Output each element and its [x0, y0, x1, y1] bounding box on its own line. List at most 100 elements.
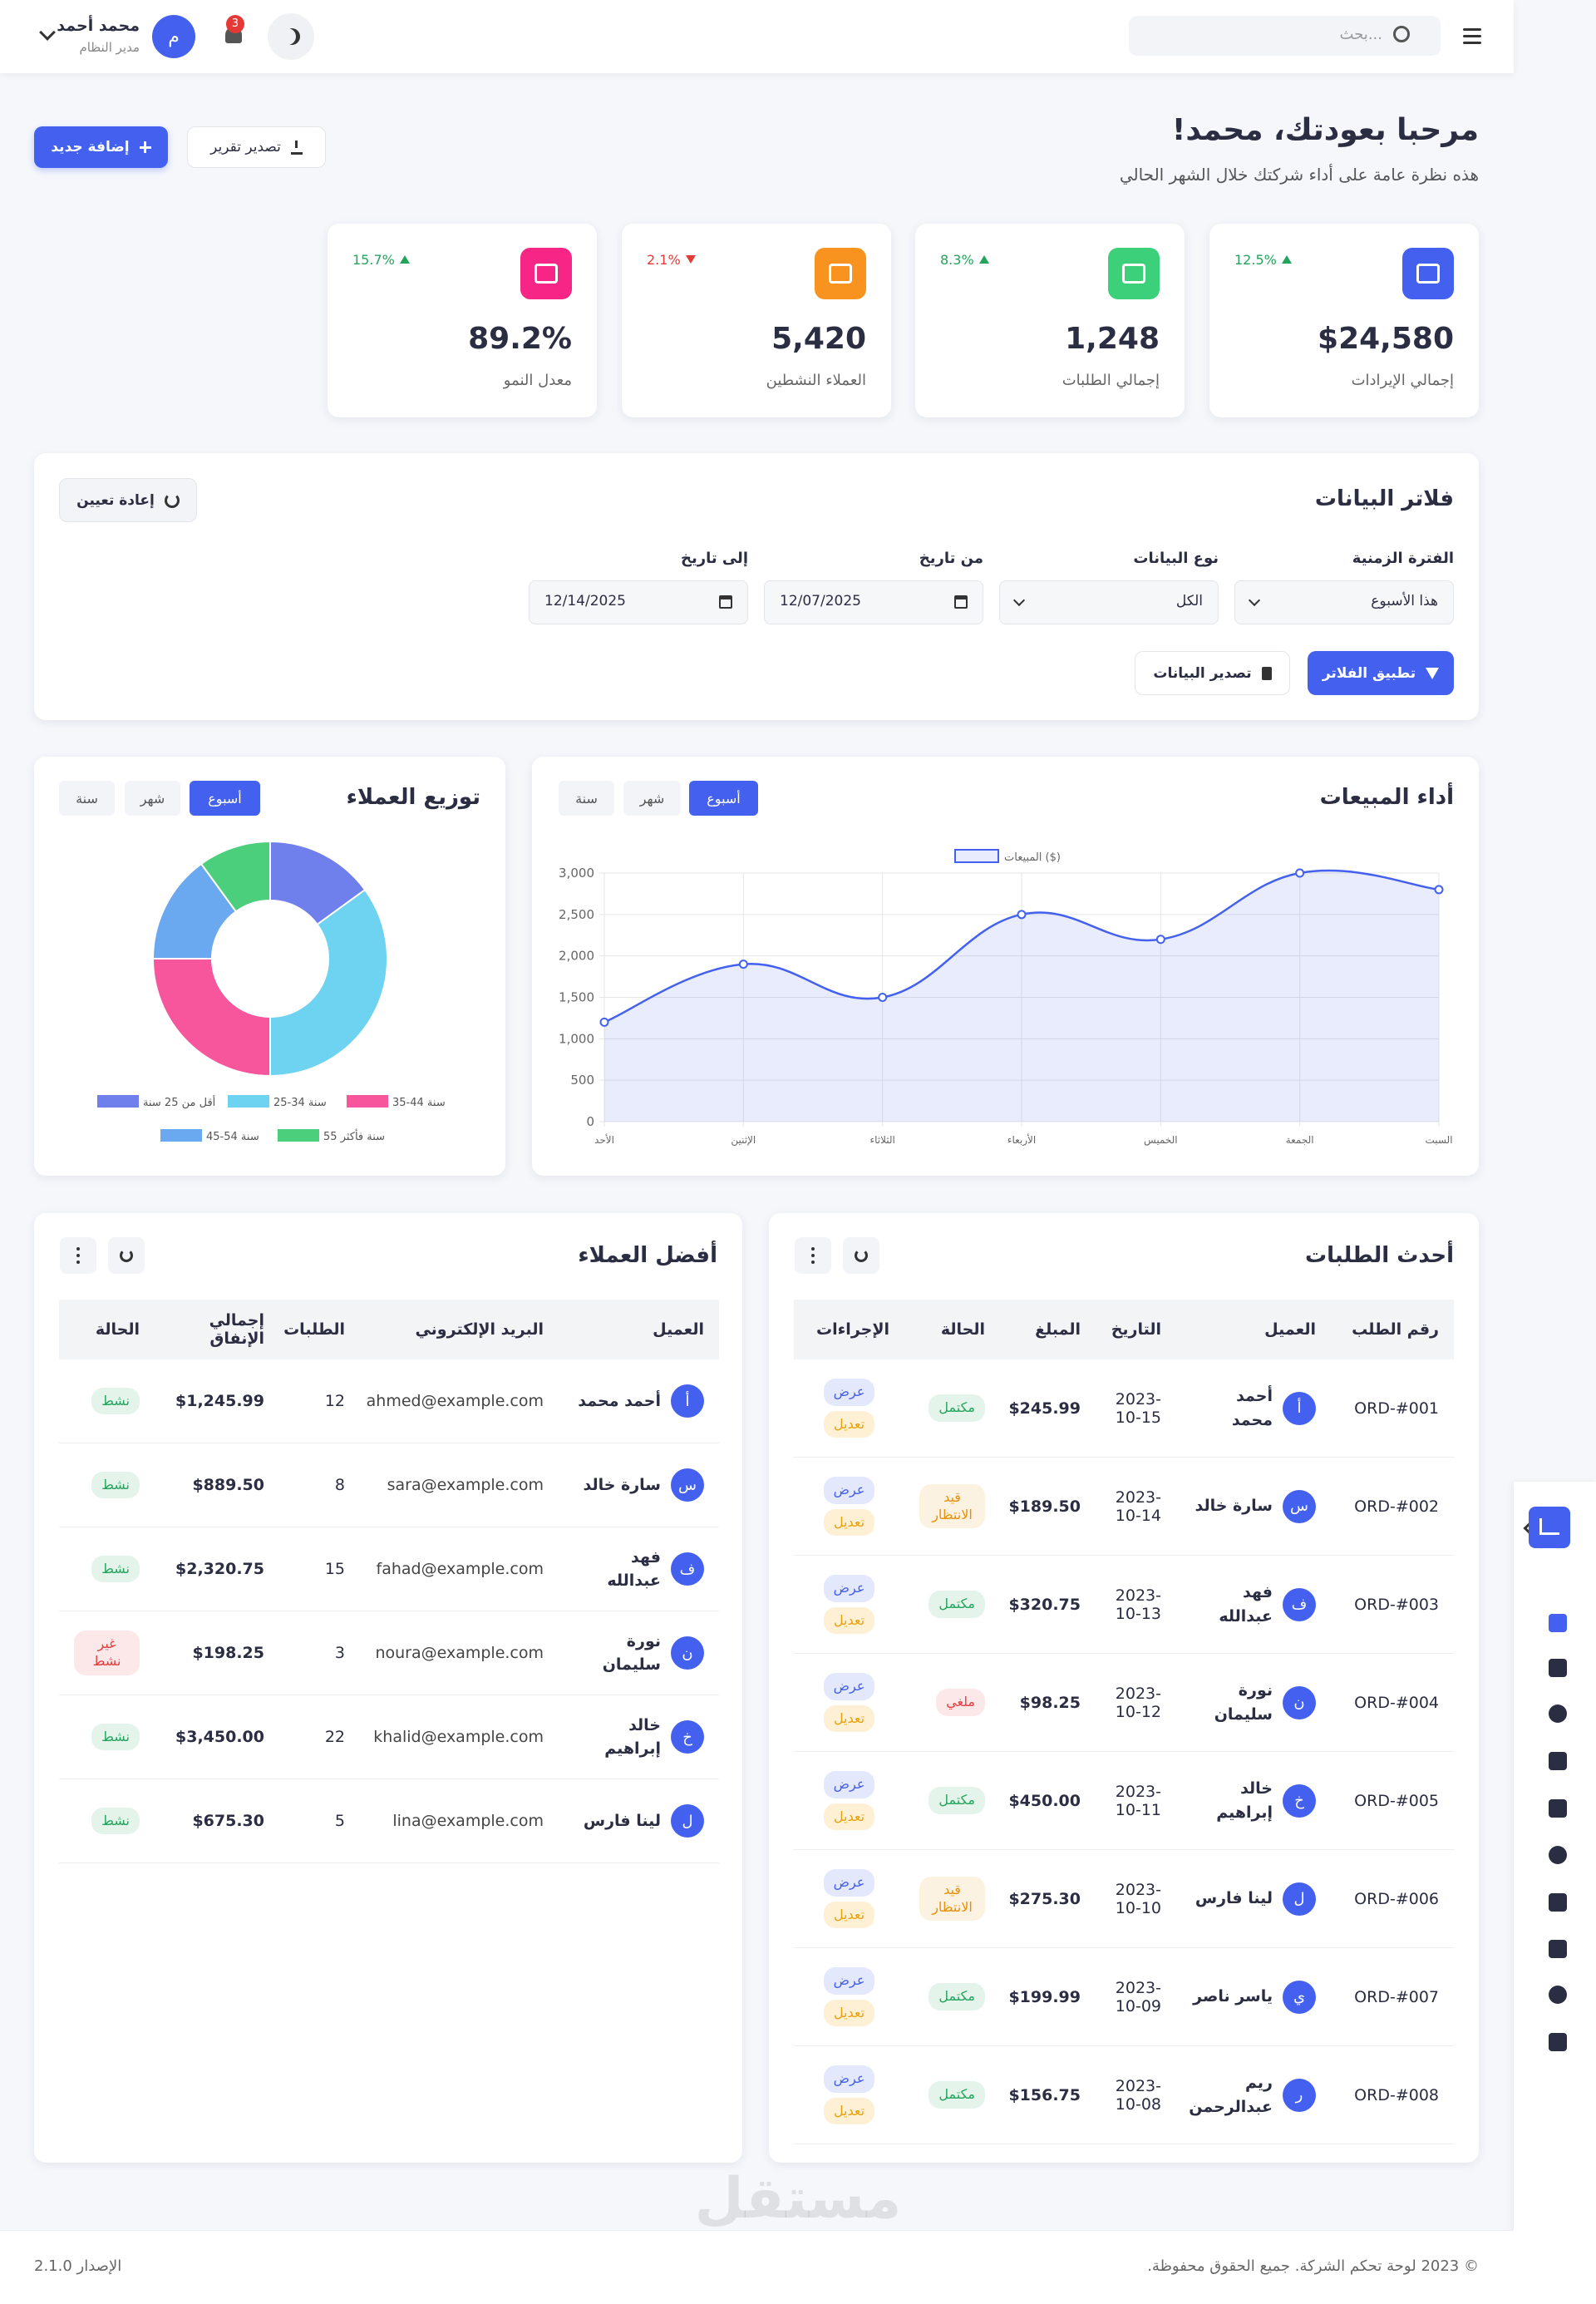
column-header: الإجراءات — [815, 1320, 889, 1339]
view-button[interactable]: عرض — [823, 1770, 875, 1798]
customer-name: أحمد محمد — [578, 1391, 661, 1410]
filter-input[interactable]: 12/14/2025 — [529, 580, 748, 624]
customer-orders: 15 — [324, 1560, 345, 1578]
order-amount: $189.50 — [1008, 1497, 1081, 1516]
filter-label: الفترة الزمنية — [1352, 550, 1454, 567]
filter-input[interactable]: 12/07/2025 — [764, 580, 983, 624]
stat-icon — [815, 248, 866, 299]
notifications-button[interactable]: 3 — [221, 15, 246, 47]
table-row: ORD-#001 أ أحمد محمد 2023-10-15 $245.99 مكتمل… — [794, 1359, 1454, 1458]
export-data-button[interactable]: تصدير البيانات — [1135, 651, 1290, 695]
sidebar-nav-icon[interactable] — [1549, 1752, 1567, 1770]
view-button[interactable]: عرض — [823, 1378, 875, 1406]
theme-toggle[interactable] — [268, 13, 314, 60]
stat-card: 12.5% $24,580 إجمالي الإيرادات — [1209, 224, 1479, 417]
menu-line — [1463, 28, 1481, 31]
customer-name: لينا فارس — [583, 1811, 661, 1830]
sidebar-nav-icon[interactable] — [1549, 1940, 1567, 1958]
sidebar-nav-icon[interactable] — [1549, 1986, 1567, 2004]
view-button[interactable]: عرض — [823, 1868, 875, 1897]
sidebar-nav-icon[interactable] — [1549, 2033, 1567, 2051]
period-tab[interactable]: سنة — [559, 781, 614, 816]
view-button[interactable]: عرض — [823, 1574, 875, 1602]
filter-value: 12/14/2025 — [544, 593, 626, 609]
reset-button[interactable]: إعادة تعيين — [59, 478, 197, 522]
order-id: ORD-#007 — [1354, 1987, 1439, 2006]
user-avatar[interactable]: م — [152, 15, 195, 58]
avatar: ف — [671, 1552, 704, 1586]
stat-label: معدل النمو — [503, 372, 572, 389]
order-actions: عرض تعديل — [794, 1378, 904, 1438]
sidebar-nav-icon[interactable] — [1549, 1846, 1567, 1864]
order-status: مكتمل — [904, 1787, 1000, 1814]
search-box[interactable]: بحث... — [1129, 16, 1441, 56]
view-button[interactable]: عرض — [823, 2065, 875, 2093]
sidebar-nav-icon[interactable] — [1549, 1614, 1567, 1632]
select-chevron — [1012, 594, 1026, 607]
user-menu-chevron[interactable] — [39, 24, 56, 41]
table-row: ن نورة سليمان noura@example.com 3 $198.25 غير… — [59, 1611, 719, 1695]
more-button[interactable] — [60, 1237, 96, 1274]
edit-button[interactable]: تعديل — [823, 1803, 875, 1831]
avatar: أ — [671, 1384, 704, 1418]
view-button[interactable]: عرض — [823, 1966, 875, 1995]
file-icon — [1261, 666, 1272, 680]
sidebar-nav-icon[interactable] — [1549, 1659, 1567, 1677]
filter-input[interactable]: الكل — [999, 580, 1219, 624]
period-tab[interactable]: سنة — [59, 781, 115, 816]
customer-name: أحمد محمد — [1231, 1387, 1273, 1429]
menu-button[interactable] — [1463, 28, 1481, 45]
sidebar-nav-icon[interactable] — [1549, 1893, 1567, 1912]
edit-button[interactable]: تعديل — [823, 1606, 875, 1635]
status-badge: مكتمل — [929, 1787, 985, 1814]
avatar: خ — [671, 1720, 704, 1754]
refresh-button[interactable] — [843, 1237, 879, 1274]
order-actions: عرض تعديل — [794, 1574, 904, 1635]
order-id: ORD-#006 — [1354, 1889, 1439, 1908]
view-button[interactable]: عرض — [823, 1672, 875, 1700]
order-status: قيد الانتظار — [904, 1483, 1000, 1529]
filter-input[interactable]: هذا الأسبوع — [1234, 580, 1454, 624]
order-amount: $245.99 — [1008, 1399, 1081, 1418]
add-new-button[interactable]: إضافة جديد — [34, 126, 168, 168]
export-report-button[interactable]: تصدير تقرير — [187, 126, 326, 168]
stat-change: 2.1% — [647, 249, 746, 270]
refresh-button[interactable] — [108, 1237, 145, 1274]
order-date: 2023-10-11 — [1115, 1782, 1161, 1819]
notification-badge: 3 — [226, 15, 244, 33]
top-bar: بحث... 3 م محمد أحمد مدير النظام — [0, 0, 1514, 73]
customer-status: نشط — [59, 1807, 155, 1835]
period-tab[interactable]: أسبوع — [689, 781, 758, 816]
edit-button[interactable]: تعديل — [823, 1508, 875, 1537]
view-button[interactable]: عرض — [823, 1476, 875, 1504]
sidebar-nav-icon[interactable] — [1549, 1799, 1567, 1818]
column-header: البريد الإلكتروني — [415, 1320, 544, 1339]
customer-name: ياسر ناصر — [1193, 1987, 1273, 2006]
table-row: ORD-#004 ن نورة سليمان 2023-10-12 $98.25 ملغي… — [794, 1654, 1454, 1752]
period-tab[interactable]: أسبوع — [190, 781, 260, 816]
period-tab[interactable]: شهر — [623, 781, 681, 816]
customer-orders: 5 — [334, 1812, 345, 1830]
edit-button[interactable]: تعديل — [823, 1410, 875, 1438]
more-button[interactable] — [795, 1237, 831, 1274]
order-actions: عرض تعديل — [794, 1476, 904, 1537]
sidebar-logo[interactable] — [1529, 1507, 1570, 1548]
edit-button[interactable]: تعديل — [823, 1705, 875, 1733]
footer-copyright: © 2023 لوحة تحكم الشركة. جميع الحقوق محف… — [1147, 2257, 1479, 2275]
edit-button[interactable]: تعديل — [823, 1999, 875, 2027]
order-status: مكتمل — [904, 1591, 1000, 1618]
period-tab[interactable]: شهر — [125, 781, 180, 816]
avatar: ن — [671, 1636, 704, 1670]
table-card: أحدث الطلبات رقم الطلب العميل التاريخ المبلغ… — [769, 1213, 1479, 2163]
dot — [76, 1261, 80, 1264]
menu-line — [1463, 35, 1481, 37]
edit-button[interactable]: تعديل — [823, 2097, 875, 2125]
filters-card: فلاتر البيانات إعادة تعيين الفترة الزمنية ه… — [34, 453, 1479, 720]
dot — [811, 1261, 815, 1264]
apply-filters-button[interactable]: تطبيق الفلاتر — [1308, 651, 1454, 695]
table-row: ORD-#006 ل لينا فارس 2023-10-10 $275.30 قيد ا… — [794, 1850, 1454, 1948]
customer-spend: $1,245.99 — [175, 1392, 264, 1410]
stat-icon-glyph — [829, 264, 852, 284]
sidebar-nav-icon[interactable] — [1549, 1705, 1567, 1723]
edit-button[interactable]: تعديل — [823, 1901, 875, 1929]
